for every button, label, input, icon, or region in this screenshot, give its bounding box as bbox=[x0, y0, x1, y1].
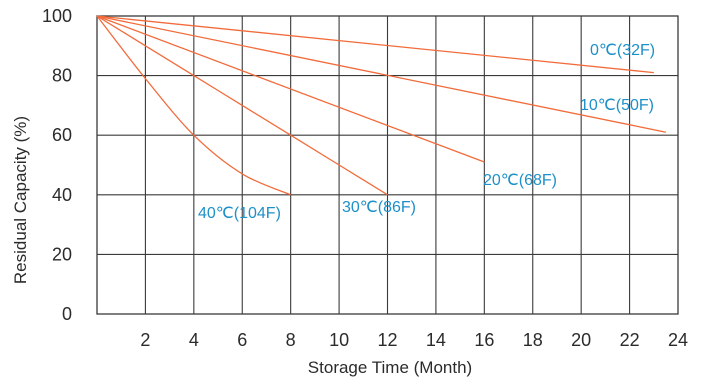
series-line-3 bbox=[96, 15, 388, 196]
x-tick-label: 20 bbox=[571, 330, 591, 350]
series-line-0 bbox=[96, 15, 654, 74]
y-tick-label: 40 bbox=[52, 185, 72, 205]
series-label-1: 10℃(50F) bbox=[580, 97, 654, 114]
x-tick-label: 6 bbox=[237, 330, 247, 350]
series-line-4 bbox=[96, 15, 291, 196]
y-tick-label: 100 bbox=[42, 6, 72, 26]
series-label-3: 30℃(86F) bbox=[342, 199, 416, 216]
x-tick-label: 2 bbox=[140, 330, 150, 350]
series-lines bbox=[96, 15, 667, 196]
x-axis-title: Storage Time (Month) bbox=[308, 358, 472, 377]
y-tick-label: 20 bbox=[52, 244, 72, 264]
y-tick-label: 80 bbox=[52, 66, 72, 86]
x-tick-label: 18 bbox=[523, 330, 543, 350]
series-line-2 bbox=[96, 15, 485, 163]
series-label-2: 20℃(68F) bbox=[483, 172, 557, 189]
x-tick-label: 10 bbox=[329, 330, 349, 350]
y-tick-label: 0 bbox=[62, 304, 72, 324]
series-label-4: 40℃(104F) bbox=[198, 205, 281, 222]
y-axis-ticks: 0 20 40 60 80 100 bbox=[42, 6, 72, 324]
x-tick-label: 12 bbox=[377, 330, 397, 350]
x-tick-label: 24 bbox=[668, 330, 688, 350]
y-axis-title: Residual Capacity (%) bbox=[11, 116, 30, 284]
grid bbox=[96, 15, 679, 315]
x-tick-label: 4 bbox=[189, 330, 199, 350]
series-label-0: 0℃(32F) bbox=[590, 42, 655, 59]
series-line-1 bbox=[96, 15, 667, 133]
x-tick-label: 14 bbox=[426, 330, 446, 350]
x-tick-label: 22 bbox=[620, 330, 640, 350]
x-tick-label: 8 bbox=[286, 330, 296, 350]
x-axis-ticks: 2 4 6 8 10 12 14 16 18 20 22 24 bbox=[140, 330, 688, 350]
x-tick-label: 16 bbox=[474, 330, 494, 350]
y-tick-label: 60 bbox=[52, 125, 72, 145]
series-labels: 0℃(32F) 10℃(50F) 20℃(68F) 30℃(86F) 40℃(104F) bbox=[198, 42, 655, 222]
